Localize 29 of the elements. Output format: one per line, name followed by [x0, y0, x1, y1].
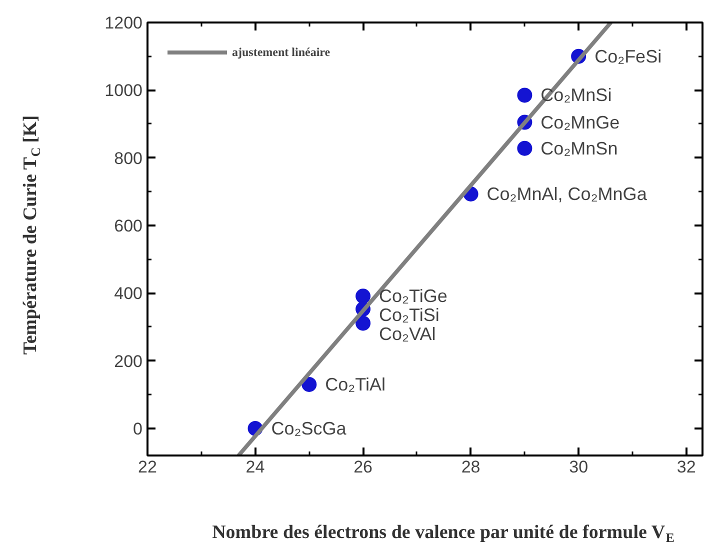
point	[356, 288, 371, 304]
legend-label: ajustement linéaire	[232, 44, 330, 60]
x-tick-label: 30	[569, 458, 588, 476]
y-tick-label: 0	[133, 419, 143, 438]
annotation: Co₂ScGa	[271, 418, 348, 438]
x-tick-label: 24	[246, 458, 265, 476]
x-tick-label: 28	[461, 458, 480, 476]
y-tick-label: 800	[114, 148, 143, 168]
point	[356, 316, 371, 331]
y-tick-label: 1200	[104, 14, 143, 32]
annotation: Co₂TiSi	[379, 305, 440, 326]
annotation: Co₂MnAl, Co₂MnGa	[486, 184, 648, 204]
point	[302, 376, 317, 392]
point	[517, 88, 532, 103]
annotation: Co₂VAl	[379, 324, 436, 344]
annotation: Co₂MnGe	[540, 112, 620, 132]
y-tick-label: 1000	[104, 81, 143, 100]
x-tick-label: 26	[354, 458, 372, 476]
annotation: Co₂TiAl	[325, 374, 386, 394]
annotation: Co₂FeSi	[594, 46, 662, 66]
y-tick-label: 200	[114, 352, 143, 371]
x-tick-label: 32	[676, 458, 696, 476]
y-tick-label: 600	[114, 216, 143, 236]
y-tick-label: 400	[114, 284, 143, 304]
y-axis-title: Température de Curie TC [K]	[20, 115, 43, 355]
annotation: Co₂MnSn	[540, 138, 618, 158]
x-tick-label: 22	[138, 458, 157, 476]
point	[517, 140, 532, 156]
annotation: Co₂TiGe	[379, 286, 448, 306]
